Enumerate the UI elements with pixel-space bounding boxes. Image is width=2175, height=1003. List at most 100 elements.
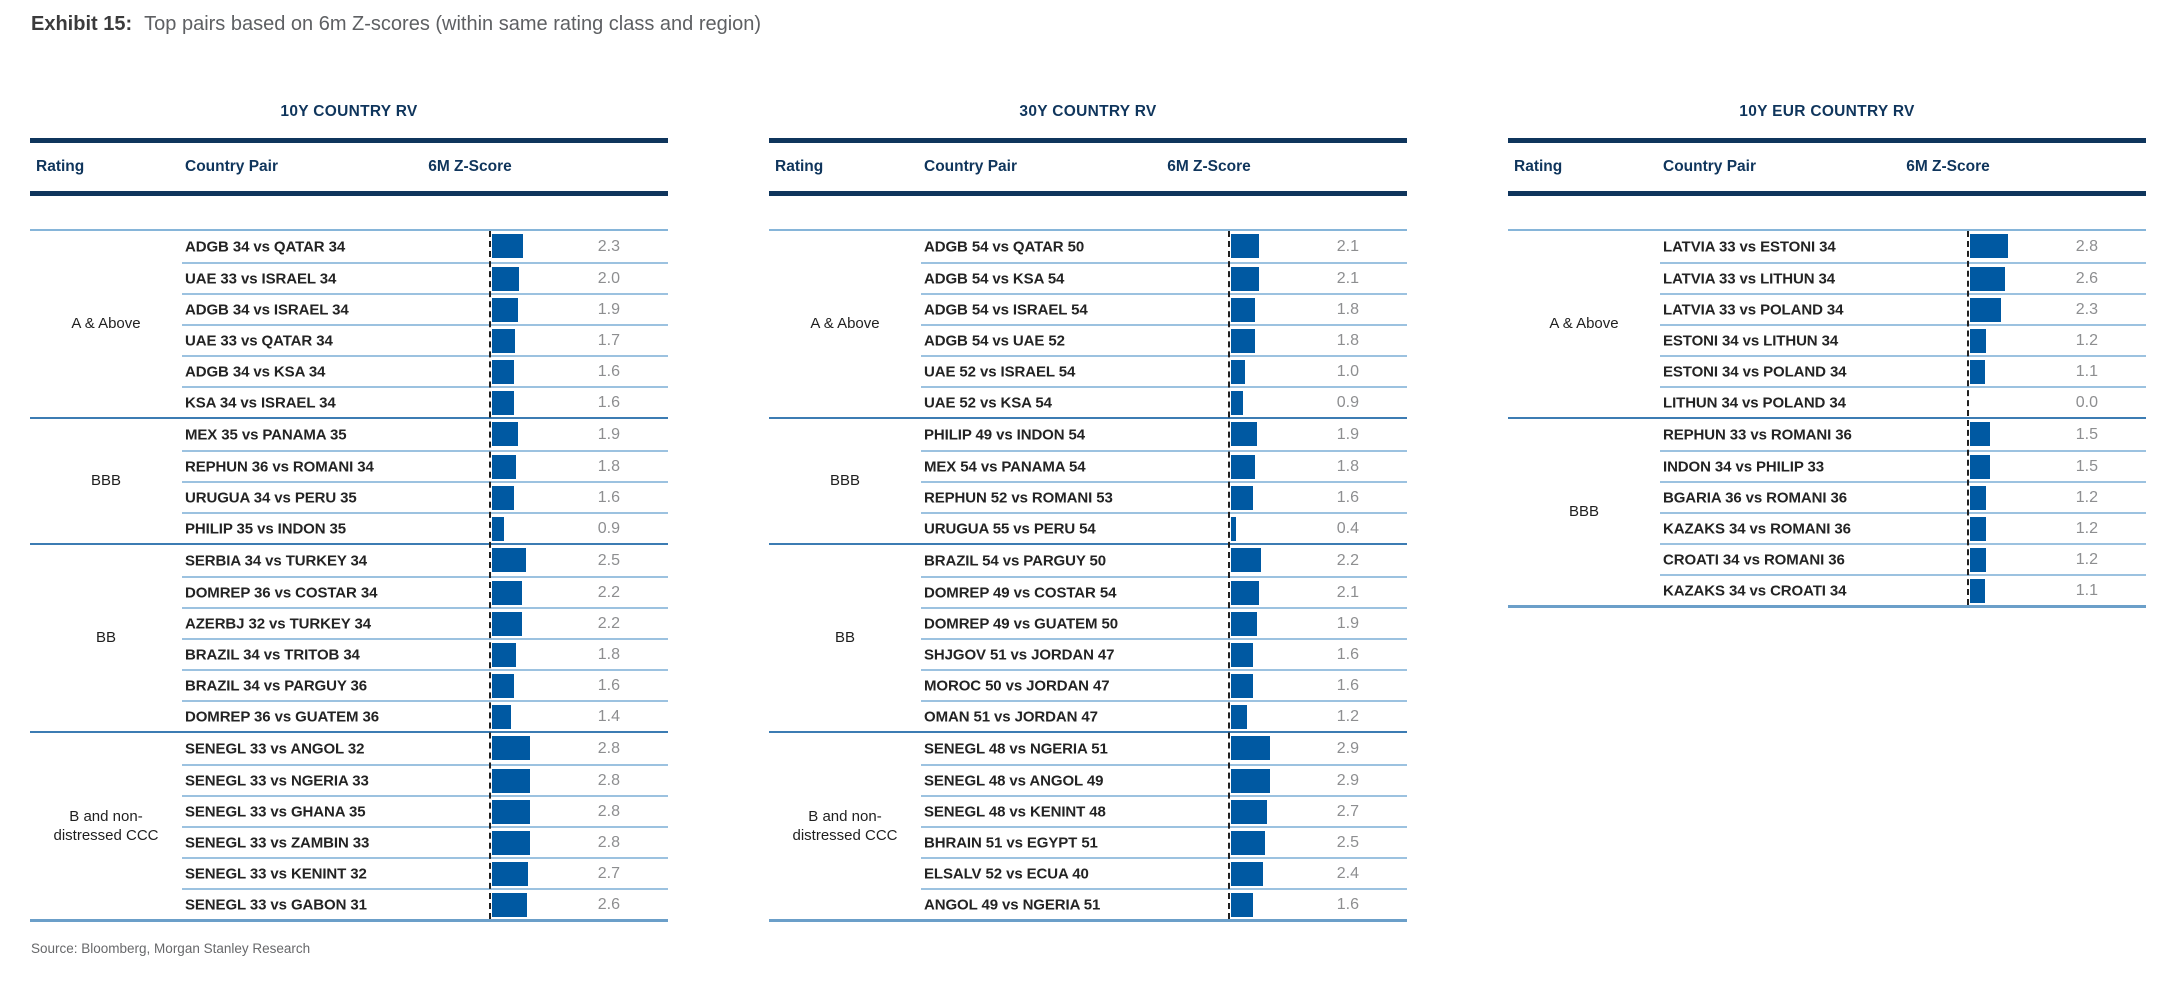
zscore-value: 2.1 <box>1336 237 1359 255</box>
zscore-bar <box>492 769 530 793</box>
zscore-bar <box>1231 612 1257 636</box>
rating-label: A & Above <box>810 315 880 333</box>
zscore-bar <box>1231 298 1256 322</box>
country-pair-label: ESTONI 34 vs POLAND 34 <box>1663 363 1847 380</box>
table-row: ESTONI 34 vs LITHUN 34 1.2 <box>1660 324 2146 355</box>
zscore-value: 1.1 <box>2075 362 2098 380</box>
country-pair-label: SENEGL 33 vs ANGOL 32 <box>185 740 365 757</box>
country-pair-label: SERBIA 34 vs TURKEY 34 <box>185 552 368 569</box>
table-row: CROATI 34 vs ROMANI 36 1.2 <box>1660 543 2146 574</box>
zscore-value: 2.7 <box>597 864 620 882</box>
zscore-value: 2.4 <box>1336 864 1359 882</box>
country-pair-label: SENEGL 33 vs GABON 31 <box>185 896 367 913</box>
exhibit-header: Exhibit 15: Top pairs based on 6m Z-score… <box>31 13 761 36</box>
zscore-bar <box>492 391 514 415</box>
table-row: BRAZIL 34 vs PARGUY 36 1.6 <box>182 669 668 700</box>
zscore-value: 1.5 <box>2075 457 2098 475</box>
table-row: SENEGL 48 vs ANGOL 49 2.9 <box>921 764 1407 795</box>
table-row: ADGB 54 vs ISRAEL 54 1.8 <box>921 293 1407 324</box>
table-row: UAE 33 vs QATAR 34 1.7 <box>182 324 668 355</box>
zscore-bar <box>492 486 514 510</box>
table-row: KAZAKS 34 vs ROMANI 36 1.2 <box>1660 512 2146 543</box>
zscore-value: 0.9 <box>1336 393 1359 411</box>
zscore-bar <box>492 329 515 353</box>
rating-section: B and non-distressed CCC SENEGL 33 vs ANG… <box>30 731 668 919</box>
zscore-value: 1.6 <box>1336 676 1359 694</box>
table-body: A & Above LATVIA 33 vs ESTONI 34 2.8 LATVIA… <box>1508 229 2146 608</box>
country-pair-label: ADGB 34 vs QATAR 34 <box>185 238 346 255</box>
country-pair-label: ELSALV 52 vs ECUA 40 <box>924 865 1089 882</box>
zscore-value: 1.6 <box>1336 895 1359 913</box>
zscore-bar <box>1970 329 1987 353</box>
table-header: Rating Country Pair 6M Z-Score <box>1508 138 2146 196</box>
zscore-bar <box>492 548 526 572</box>
zscore-value: 1.9 <box>1336 614 1359 632</box>
rv-table: 10Y EUR COUNTRY RV Rating Country Pair 6… <box>1508 102 2146 608</box>
table-row: LATVIA 33 vs LITHUN 34 2.6 <box>1660 262 2146 293</box>
zscore-bar <box>1231 674 1253 698</box>
zscore-value: 1.6 <box>1336 645 1359 663</box>
table-row: MEX 35 vs PANAMA 35 1.9 <box>182 419 668 450</box>
table-row: SENEGL 33 vs NGERIA 33 2.8 <box>182 764 668 795</box>
zscore-value: 1.6 <box>597 676 620 694</box>
zscore-bar <box>1231 643 1253 667</box>
rating-section: A & Above LATVIA 33 vs ESTONI 34 2.8 LATVIA… <box>1508 231 2146 417</box>
zscore-value: 1.8 <box>597 457 620 475</box>
zero-baseline <box>1967 231 1969 605</box>
rv-table: 30Y COUNTRY RV Rating Country Pair 6M Z-… <box>769 102 1407 922</box>
table-body: A & Above ADGB 34 vs QATAR 34 2.3 UAE 33 vs… <box>30 229 668 922</box>
country-pair-label: OMAN 51 vs JORDAN 47 <box>924 708 1098 725</box>
table-title: 30Y COUNTRY RV <box>1019 103 1157 120</box>
col-country-pair: Country Pair <box>924 158 1018 175</box>
table-row: BRAZIL 34 vs TRITOB 34 1.8 <box>182 638 668 669</box>
country-pair-label: KAZAKS 34 vs ROMANI 36 <box>1663 520 1851 537</box>
rating-label: BBB <box>1568 503 1599 521</box>
table-row: REPHUN 33 vs ROMANI 36 1.5 <box>1660 419 2146 450</box>
country-pair-label: BRAZIL 54 vs PARGUY 50 <box>924 552 1107 569</box>
zscore-bar <box>492 612 522 636</box>
table-row: UAE 52 vs ISRAEL 54 1.0 <box>921 355 1407 386</box>
rows-group: SENEGL 48 vs NGERIA 51 2.9 SENEGL 48 vs AN… <box>921 733 1407 919</box>
zscore-value: 1.2 <box>2075 550 2098 568</box>
zscore-value: 1.0 <box>1336 362 1359 380</box>
rows-group: ADGB 54 vs QATAR 50 2.1 ADGB 54 vs KSA 54 2… <box>921 231 1407 417</box>
country-pair-label: SENEGL 48 vs NGERIA 51 <box>924 740 1108 757</box>
rows-group: ADGB 34 vs QATAR 34 2.3 UAE 33 vs ISRAEL 3… <box>182 231 668 417</box>
country-pair-label: UAE 33 vs QATAR 34 <box>185 332 333 349</box>
zscore-value: 1.1 <box>2075 581 2098 599</box>
zscore-bar <box>1231 391 1244 415</box>
zscore-bar <box>1231 800 1268 824</box>
zscore-value: 1.6 <box>597 488 620 506</box>
rating-section: BBB PHILIP 49 vs INDON 54 1.9 MEX 54 vs PAN… <box>769 417 1407 543</box>
zscore-bar <box>492 674 514 698</box>
country-pair-label: URUGUA 34 vs PERU 35 <box>185 489 357 506</box>
table-row: BHRAIN 51 vs EGYPT 51 2.5 <box>921 826 1407 857</box>
zscore-value: 2.1 <box>1336 269 1359 287</box>
table-row: BRAZIL 54 vs PARGUY 50 2.2 <box>921 545 1407 576</box>
zscore-value: 2.8 <box>597 739 620 757</box>
zscore-bar <box>1231 329 1256 353</box>
rating-section: BBB REPHUN 33 vs ROMANI 36 1.5 INDON 34 vs … <box>1508 417 2146 605</box>
table-row: DOMREP 36 vs COSTAR 34 2.2 <box>182 576 668 607</box>
table-row: SENEGL 48 vs NGERIA 51 2.9 <box>921 733 1407 764</box>
zscore-value: 1.2 <box>2075 331 2098 349</box>
rating-section: B and non-distressed CCC SENEGL 48 vs NGE… <box>769 731 1407 919</box>
zscore-value: 1.2 <box>1336 707 1359 725</box>
rows-group: SERBIA 34 vs TURKEY 34 2.5 DOMREP 36 vs CO… <box>182 545 668 731</box>
country-pair-label: ADGB 54 vs UAE 52 <box>924 332 1065 349</box>
zscore-value: 2.5 <box>597 551 620 569</box>
zscore-bar <box>1970 298 2002 322</box>
rows-group: SENEGL 33 vs ANGOL 32 2.8 SENEGL 33 vs NGE… <box>182 733 668 919</box>
table-title: 10Y COUNTRY RV <box>280 103 418 120</box>
col-zscore: 6M Z-Score <box>1167 158 1251 175</box>
rating-label: B and non-distressed CCC <box>53 807 159 845</box>
zscore-bar <box>1970 548 1987 572</box>
rows-group: REPHUN 33 vs ROMANI 36 1.5 INDON 34 vs PHI… <box>1660 419 2146 605</box>
table-row: OMAN 51 vs JORDAN 47 1.2 <box>921 700 1407 731</box>
zscore-value: 0.9 <box>597 519 620 537</box>
table-row: LATVIA 33 vs POLAND 34 2.3 <box>1660 293 2146 324</box>
zscore-value: 2.2 <box>597 614 620 632</box>
zscore-value: 2.1 <box>1336 583 1359 601</box>
table-row: URUGUA 34 vs PERU 35 1.6 <box>182 481 668 512</box>
zscore-bar <box>1231 455 1256 479</box>
